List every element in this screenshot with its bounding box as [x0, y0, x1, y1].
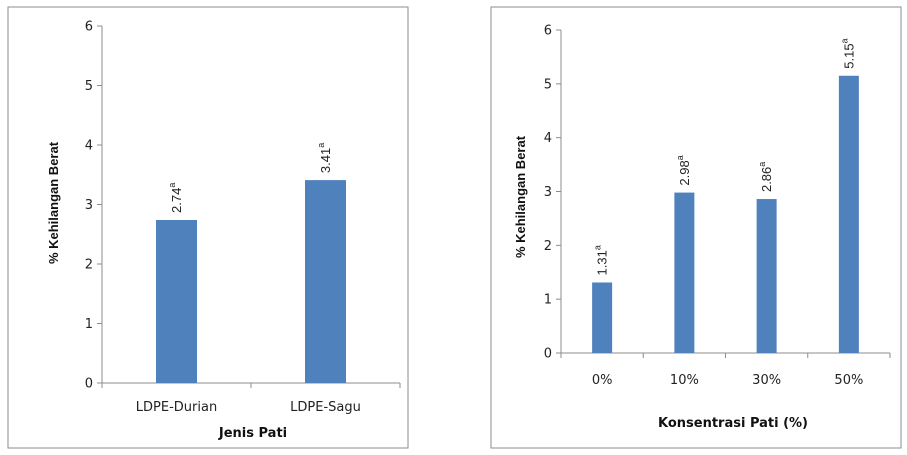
chart-right-data-label: 2.86a	[757, 162, 774, 192]
chart-right-x-tick-label: 0%	[592, 373, 613, 388]
chart-left-y-tick-label: 4	[85, 139, 93, 154]
chart-left-y-tick-label: 6	[85, 20, 93, 35]
chart-right-bar	[756, 199, 777, 353]
chart-right-data-label: 2.98a	[675, 155, 692, 185]
chart-right-bar	[674, 192, 695, 353]
chart-left-frame	[7, 6, 409, 449]
chart-right-data-label: 1.31a	[593, 245, 610, 275]
chart-right-bar	[592, 282, 613, 353]
chart-right: 0 1 2 3 4 5 6 1.31a 2.98a 2.86a 5.15a 0% 10% 30% 50%…	[490, 6, 902, 449]
chart-right-x-tick-label: 50%	[834, 373, 863, 388]
chart-right-x-ticks: 0% 10% 30% 50%	[560, 353, 891, 388]
chart-left-x-axis-label: Jenis Pati	[218, 426, 287, 441]
chart-left-bar	[156, 219, 197, 383]
chart-left-x-tick-label: LDPE-Sagu	[290, 400, 361, 415]
chart-right-y-tick-label: 3	[544, 185, 552, 200]
chart-right-x-tick-label: 10%	[670, 373, 699, 388]
chart-right-y-tick-label: 0	[544, 347, 552, 362]
chart-left-y-tick-label: 1	[85, 317, 93, 332]
chart-left-y-tick-label: 3	[85, 198, 93, 213]
chart-left-bar	[305, 180, 346, 383]
chart-left-y-tick-label: 5	[85, 79, 93, 94]
chart-right-frame	[490, 6, 902, 449]
chart-right-y-tick-label: 4	[544, 131, 552, 146]
chart-right-y-tick-label: 1	[544, 293, 552, 308]
chart-right-x-tick-label: 30%	[752, 373, 781, 388]
chart-right-data-label: 5.15a	[839, 38, 856, 68]
chart-right-bars	[592, 75, 859, 353]
chart-left-bars	[156, 180, 346, 383]
chart-right-bar	[838, 75, 859, 353]
chart-left-y-axis-label: % Kehilangan Berat	[46, 141, 61, 264]
chart-right-x-axis-label: Konsentrasi Pati (%)	[658, 416, 808, 431]
chart-left-data-label: 3.41a	[316, 143, 333, 173]
chart-right-y-ticks: 0 1 2 3 4 5 6	[544, 24, 561, 362]
chart-right-y-tick-label: 5	[544, 77, 552, 92]
chart-right-data-labels: 1.31a 2.98a 2.86a 5.15a	[593, 38, 857, 275]
chart-left-x-tick-label: LDPE-Durian	[136, 400, 217, 415]
chart-left-data-label: 2.74a	[167, 183, 184, 213]
chart-left-x-ticks: LDPE-Durian LDPE-Sagu	[101, 383, 401, 415]
chart-left-y-tick-label: 0	[85, 377, 93, 392]
chart-left-y-tick-label: 2	[85, 258, 93, 273]
chart-right-y-tick-label: 2	[544, 239, 552, 254]
chart-left-y-ticks: 0 1 2 3 4 5 6	[85, 20, 102, 392]
chart-right-y-tick-label: 6	[544, 24, 552, 39]
chart-right-y-axis-label: % Kehilangan Berat	[513, 135, 528, 258]
chart-left-data-labels: 2.74a 3.41a	[167, 143, 333, 213]
